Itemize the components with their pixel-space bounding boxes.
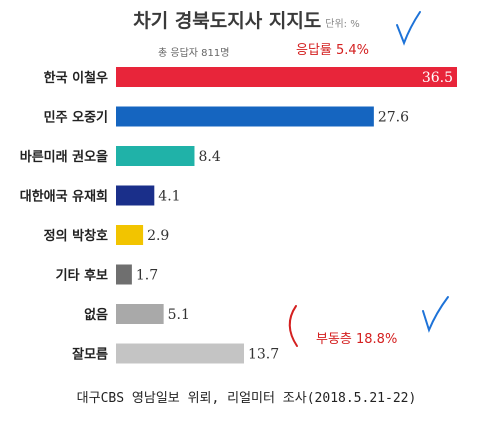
response-rate-annotation: 응답률 5.4% (296, 43, 370, 58)
value-label: 4.1 (158, 189, 180, 205)
value-label: 36.5 (422, 70, 453, 86)
category-label: 한국 이철우 (44, 70, 108, 86)
unit-label: 단위: % (325, 19, 360, 30)
bar (116, 304, 164, 324)
source-footer: 대구CBS 영남일보 위뢰, 리얼미터 조사(2018.5.21-22) (76, 391, 417, 406)
bar (116, 106, 374, 127)
category-label: 민주 오중기 (44, 110, 108, 126)
category-label: 기타 후보 (56, 268, 108, 284)
category-label: 바른미래 권오을 (20, 149, 108, 165)
handwritten-annotations (288, 11, 449, 347)
value-label: 8.4 (198, 149, 220, 165)
value-label: 2.9 (147, 228, 169, 244)
category-label: 대한애국 유재희 (20, 189, 108, 205)
value-label: 1.7 (136, 268, 158, 284)
bracket-icon (288, 305, 298, 347)
category-label: 정의 박창호 (44, 228, 108, 244)
bar (116, 225, 144, 245)
chart-title-text: 차기 경북도지사 지지도 (133, 10, 322, 32)
category-label: 잘모름 (72, 348, 108, 363)
check-mark-icon (422, 296, 449, 333)
undecided-annotation: 부동층 18.8% (316, 332, 398, 347)
bar (116, 67, 457, 87)
bar (116, 146, 195, 166)
bar (116, 185, 155, 206)
bar (116, 343, 244, 364)
value-label: 13.7 (248, 347, 279, 363)
value-label: 5.1 (168, 307, 190, 323)
chart-title: 차기 경북도지사 지지도 단위: % (0, 6, 493, 33)
bars-group: 한국 이철우 36.5 민주 오중기 27.6 바른미래 권오을 8.4 대한애국 유재희 4… (20, 67, 457, 364)
value-label: 27.6 (378, 110, 409, 126)
chart-subtitle: 총 응답자 811명 (158, 48, 230, 59)
check-mark-icon (396, 11, 421, 46)
bar (116, 264, 132, 285)
category-label: 없음 (84, 307, 108, 323)
